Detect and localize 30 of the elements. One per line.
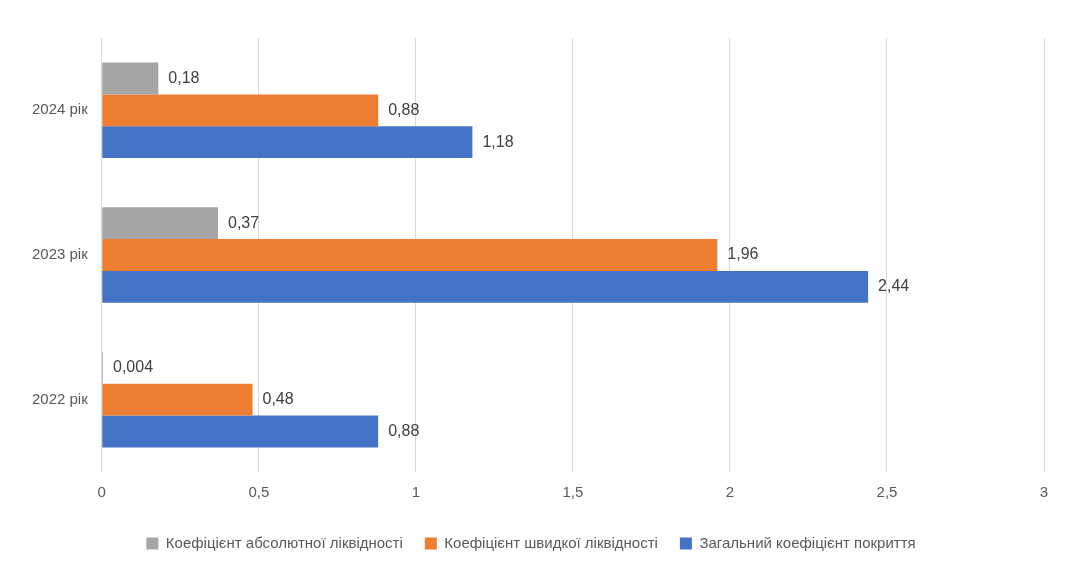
bar bbox=[102, 415, 379, 448]
y-tick-label: 2023 рік bbox=[31, 245, 89, 263]
data-label: 0,18 bbox=[168, 68, 200, 86]
data-label: 0,004 bbox=[113, 358, 154, 376]
x-tick-label: 1,5 bbox=[562, 483, 584, 501]
x-tick-label: 2,5 bbox=[876, 483, 898, 501]
legend-label: Коефіцієнт швидкої ліквідності bbox=[444, 533, 658, 551]
bar bbox=[102, 62, 159, 95]
x-tick-label: 2 bbox=[725, 483, 735, 501]
bar bbox=[102, 239, 718, 271]
legend-label: Коефіцієнт абсолютної ліквідності bbox=[165, 533, 403, 551]
data-label: 1,18 bbox=[482, 132, 514, 150]
bar bbox=[102, 270, 869, 303]
bar bbox=[102, 126, 473, 159]
x-tick-label: 0,5 bbox=[248, 483, 270, 501]
bar bbox=[102, 383, 253, 416]
bar bbox=[102, 94, 379, 127]
bar bbox=[102, 207, 218, 240]
x-tick-label: 1 bbox=[411, 483, 421, 501]
data-label: 0,88 bbox=[388, 421, 420, 439]
data-label: 1,96 bbox=[727, 245, 759, 263]
y-tick-label: 2022 рік bbox=[31, 389, 89, 407]
legend-label: Загальний коефіцієнт покриття bbox=[699, 533, 916, 551]
data-label: 0,48 bbox=[262, 390, 294, 408]
y-tick-label: 2024 рік bbox=[31, 100, 89, 118]
data-label: 0,88 bbox=[388, 100, 420, 118]
data-label: 0,37 bbox=[227, 213, 260, 231]
data-label: 2,44 bbox=[878, 277, 910, 295]
x-tick-label: 0 bbox=[97, 483, 106, 501]
x-tick-label: 3 bbox=[1039, 483, 1049, 501]
